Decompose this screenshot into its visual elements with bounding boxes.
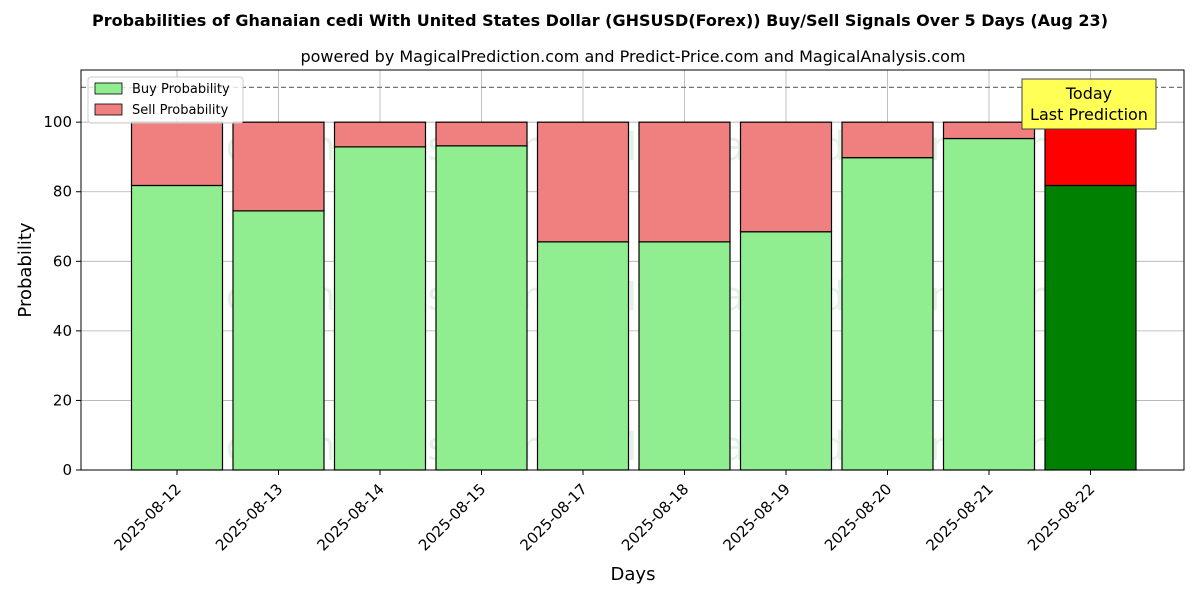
buy-bar-2025-08-12 (130, 184, 224, 471)
sell-bar-2025-08-12 (130, 121, 224, 187)
sell-bar-2025-08-13 (232, 121, 325, 212)
sell-bar-2025-08-19 (739, 121, 833, 233)
chart-subtitle: powered by MagicalPrediction.com and Pre… (300, 47, 965, 66)
y-tick-label-0: 0 (62, 461, 72, 479)
legend-sell-swatch (94, 103, 123, 116)
y-axis-label: Probability (15, 222, 36, 317)
legend-buy-swatch (94, 82, 123, 95)
bars (130, 121, 1137, 471)
sell-bar-2025-08-14 (333, 121, 427, 148)
sell-bar-2025-08-21 (942, 121, 1036, 140)
y-tick-label-4: 80 (53, 183, 72, 201)
y-axis-ticks: 0 20 40 60 80 100 (43, 113, 81, 479)
legend-sell-label: Sell Probability (132, 103, 229, 118)
sell-bar-2025-08-20 (841, 121, 934, 159)
buy-bar-2025-08-17 (536, 241, 630, 471)
y-tick-label-2: 40 (53, 322, 72, 340)
today-annotation: Today Last Prediction (1021, 78, 1157, 130)
buy-bar-2025-08-14 (333, 146, 427, 471)
buy-bar-2025-08-13 (232, 210, 325, 471)
sell-bar-2025-08-22 (1044, 121, 1137, 187)
annotation-box (1021, 78, 1157, 130)
buy-bar-2025-08-15 (435, 145, 528, 471)
sell-bar-2025-08-18 (638, 121, 731, 243)
legend-box (87, 76, 244, 124)
annotation-line-2: Last Prediction (1030, 105, 1148, 124)
buy-bar-2025-08-20 (841, 157, 934, 471)
buy-bar-2025-08-21 (942, 137, 1036, 471)
y-tick-label-3: 60 (53, 252, 72, 270)
buy-bar-2025-08-19 (739, 231, 833, 471)
y-tick-label-5: 100 (43, 113, 72, 131)
sell-bar-2025-08-17 (536, 121, 630, 243)
legend: Buy Probability Sell Probability (87, 76, 244, 124)
buy-bar-2025-08-22 (1044, 184, 1137, 471)
x-axis-label: Days (611, 564, 656, 585)
buy-bar-2025-08-18 (638, 241, 731, 471)
plot-frame (80, 69, 1185, 471)
chart-title: Probabilities of Ghanaian cedi With Unit… (92, 11, 1108, 30)
y-tick-label-1: 20 (53, 391, 72, 409)
sell-bar-2025-08-15 (435, 121, 528, 147)
legend-buy-label: Buy Probability (132, 82, 230, 97)
annotation-line-1: Today (1065, 84, 1112, 103)
